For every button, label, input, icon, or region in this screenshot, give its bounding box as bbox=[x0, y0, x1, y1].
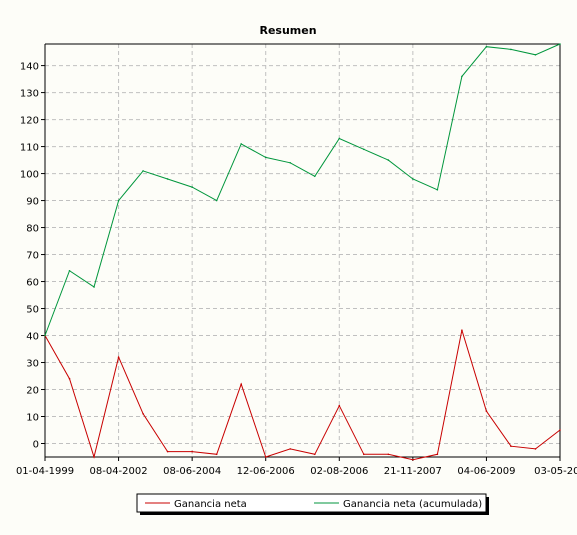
y-tick-label: 80 bbox=[26, 224, 39, 235]
data-point-series-0 bbox=[93, 456, 95, 458]
legend-shadow bbox=[486, 497, 489, 514]
data-point-series-0 bbox=[117, 356, 120, 358]
data-point-series-0 bbox=[142, 413, 144, 415]
data-point-series-1 bbox=[485, 45, 488, 48]
data-point-series-1 bbox=[436, 188, 439, 191]
y-tick-label: 40 bbox=[26, 332, 39, 343]
data-point-series-0 bbox=[461, 329, 463, 331]
data-point-series-0 bbox=[313, 453, 316, 456]
data-point-series-1 bbox=[93, 286, 95, 288]
y-tick-label: 70 bbox=[26, 251, 39, 262]
x-tick-label: 03-05-201 bbox=[534, 466, 577, 477]
y-tick-label: 0 bbox=[33, 440, 39, 451]
data-point-series-0 bbox=[412, 458, 414, 461]
data-point-series-1 bbox=[313, 175, 316, 178]
data-point-series-1 bbox=[264, 156, 267, 159]
data-point-series-0 bbox=[166, 450, 169, 453]
data-point-series-0 bbox=[485, 410, 488, 412]
legend-shadow-bottom bbox=[140, 512, 489, 515]
legend-label-ganancia-neta: Ganancia neta bbox=[174, 499, 247, 510]
data-point-series-1 bbox=[461, 75, 463, 78]
data-point-series-1 bbox=[534, 53, 537, 56]
x-tick-label: 01-04-1999 bbox=[16, 466, 74, 477]
plot-area bbox=[45, 44, 560, 457]
data-point-series-1 bbox=[68, 269, 71, 272]
legend: Ganancia neta Ganancia neta (acumulada) bbox=[136, 493, 489, 515]
y-tick-label: 20 bbox=[26, 386, 39, 397]
data-point-series-0 bbox=[436, 453, 439, 456]
data-point-series-1 bbox=[142, 170, 144, 172]
y-tick-label: 50 bbox=[26, 305, 39, 316]
y-tick-label: 30 bbox=[26, 359, 39, 370]
data-point-series-1 bbox=[387, 159, 390, 161]
legend-label-ganancia-neta-acumulada: Ganancia neta (acumulada) bbox=[343, 499, 482, 510]
data-point-series-1 bbox=[559, 43, 561, 45]
data-point-series-0 bbox=[68, 377, 71, 380]
data-point-series-0 bbox=[363, 453, 365, 456]
data-point-series-1 bbox=[412, 178, 414, 180]
x-tick-label: 21-11-2007 bbox=[384, 466, 442, 477]
data-point-series-1 bbox=[215, 199, 218, 202]
data-point-series-0 bbox=[338, 404, 341, 407]
y-tick-label: 90 bbox=[26, 197, 39, 208]
data-point-series-0 bbox=[559, 429, 561, 431]
series-line-0 bbox=[44, 329, 561, 461]
x-tick-label: 04-06-2009 bbox=[457, 466, 515, 477]
series-line-1 bbox=[44, 43, 561, 336]
x-tick-label: 02-08-2006 bbox=[310, 466, 368, 477]
data-point-series-0 bbox=[387, 453, 390, 456]
data-point-series-1 bbox=[240, 143, 242, 145]
data-point-series-1 bbox=[44, 334, 46, 337]
data-point-series-1 bbox=[510, 48, 512, 51]
data-point-series-1 bbox=[166, 178, 169, 180]
data-point-series-1 bbox=[117, 199, 120, 202]
data-point-series-0 bbox=[510, 445, 512, 448]
x-tick-label: 12-06-2006 bbox=[237, 466, 295, 477]
chart-title: Resumen bbox=[259, 24, 316, 37]
data-point-series-0 bbox=[191, 450, 193, 453]
data-point-series-0 bbox=[534, 448, 537, 450]
data-point-series-1 bbox=[338, 137, 341, 140]
data-point-series-1 bbox=[363, 148, 365, 151]
x-tick-label: 08-04-2002 bbox=[90, 466, 148, 477]
y-tick-label: 140 bbox=[20, 62, 39, 73]
y-tick-label: 10 bbox=[26, 413, 39, 424]
data-point-series-0 bbox=[240, 383, 242, 385]
y-tick-label: 100 bbox=[20, 170, 39, 181]
x-tick-label: 08-06-2004 bbox=[163, 466, 221, 477]
data-point-series-0 bbox=[264, 456, 267, 458]
data-point-series-0 bbox=[215, 453, 218, 456]
data-point-series-0 bbox=[289, 448, 292, 450]
y-tick-label: 130 bbox=[20, 89, 39, 100]
y-tick-label: 60 bbox=[26, 278, 39, 289]
data-point-series-1 bbox=[191, 186, 193, 188]
y-tick-label: 110 bbox=[20, 143, 39, 154]
y-tick-label: 120 bbox=[20, 116, 39, 127]
data-point-series-1 bbox=[289, 161, 292, 164]
